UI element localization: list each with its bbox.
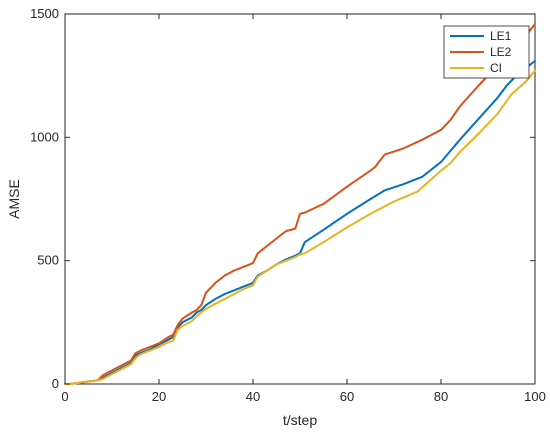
x-tick-label: 60: [340, 389, 354, 404]
legend-label-le2: LE2: [490, 45, 512, 59]
legend-label-ci: CI: [490, 61, 502, 75]
x-tick-label: 100: [524, 389, 546, 404]
series-line-ci: [64, 69, 536, 385]
series-line-le1: [64, 59, 536, 385]
y-axis-label: AMSE: [6, 179, 22, 219]
y-tick-label: 1500: [30, 6, 59, 21]
legend-label-le1: LE1: [490, 29, 512, 43]
series-line-le2: [64, 22, 536, 385]
x-axis-label: t/step: [283, 412, 317, 428]
x-tick-label: 40: [246, 389, 260, 404]
y-tick-label: 0: [52, 376, 59, 391]
x-tick-label: 0: [61, 389, 68, 404]
x-tick-label: 20: [152, 389, 166, 404]
series-layer: [64, 22, 536, 385]
y-tick-label: 500: [37, 253, 59, 268]
y-tick-label: 1000: [30, 129, 59, 144]
x-tick-label: 80: [434, 389, 448, 404]
legend: LE1 LE2 CI: [443, 25, 530, 79]
